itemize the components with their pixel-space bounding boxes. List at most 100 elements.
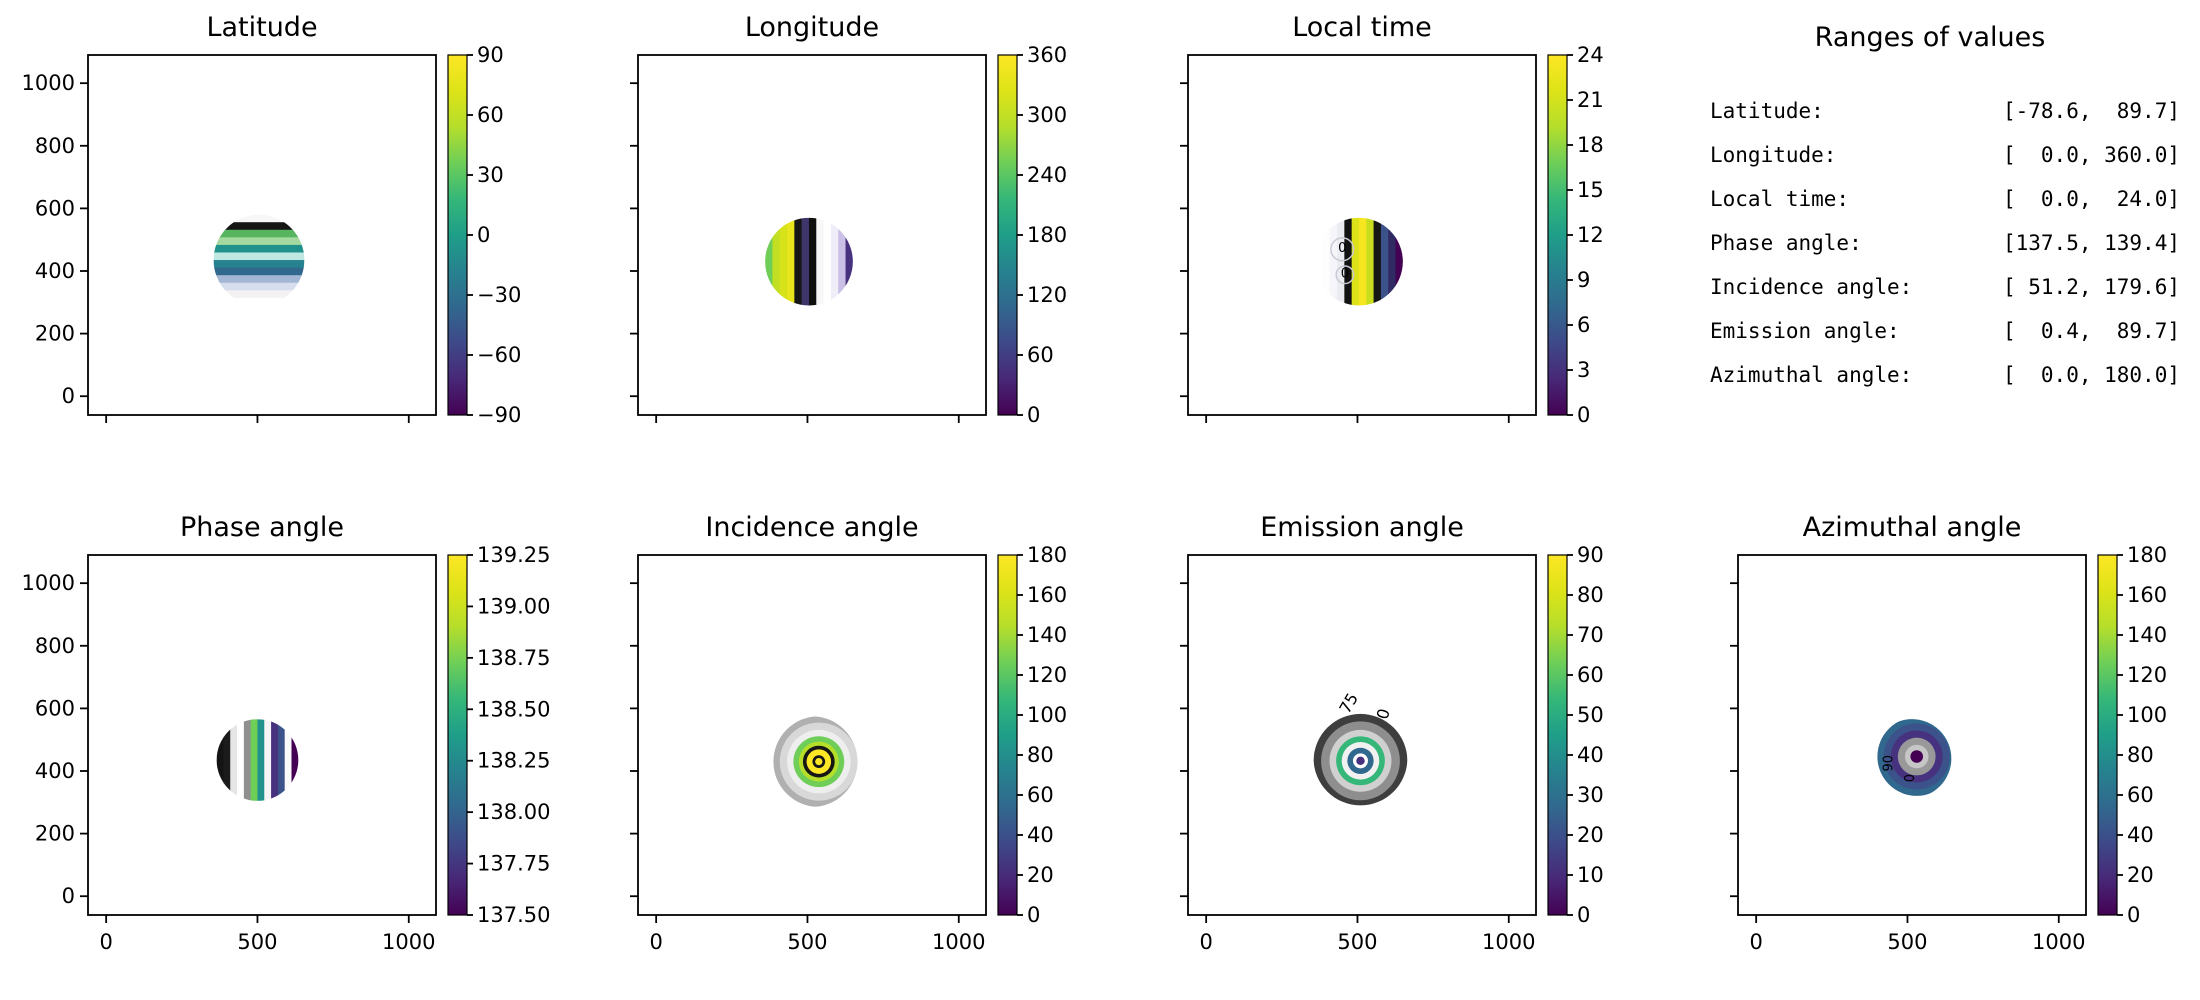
colorbar-tick-label: 120 bbox=[2127, 663, 2167, 687]
planet-disk bbox=[773, 716, 858, 808]
y-tick-label: 1000 bbox=[22, 571, 75, 595]
colorbar-tick-label: 40 bbox=[1027, 823, 1054, 847]
colorbar-tick-label: 21 bbox=[1577, 88, 1604, 112]
x-tick-label: 0 bbox=[99, 930, 112, 954]
colorbar-tick-label: 137.50 bbox=[477, 903, 550, 927]
colorbar-tick-label: 80 bbox=[1027, 743, 1054, 767]
colorbar-tick-label: 300 bbox=[1027, 103, 1067, 127]
colorbar-tick-label: 140 bbox=[2127, 623, 2167, 647]
y-tick-label: 0 bbox=[62, 384, 75, 408]
planet-disk bbox=[1877, 719, 1952, 796]
panel-azimuthal-angle: Azimuthal angle 90 0 0 500 1000 180 160 140 120 10… bbox=[1650, 500, 2200, 1000]
panel-ranges: Ranges of values Latitude: [-78.6, 89.7] L… bbox=[1650, 0, 2200, 500]
colorbar bbox=[2097, 554, 2118, 916]
colorbar-tick-label: 90 bbox=[477, 43, 504, 67]
subplot-title: Incidence angle bbox=[705, 512, 918, 543]
planet-disk bbox=[213, 214, 305, 306]
panel-local-time: Local time 0 0 24 21 18 15 12 9 6 3 0 bbox=[1100, 0, 1650, 500]
colorbar-tick-label: 0 bbox=[1027, 403, 1040, 427]
colorbar-tick-label: 60 bbox=[1027, 783, 1054, 807]
y-tick-label: 1000 bbox=[22, 71, 75, 95]
colorbar-tick-label: 70 bbox=[1577, 623, 1604, 647]
x-tick-label: 1000 bbox=[2032, 930, 2085, 954]
y-tick-label: 400 bbox=[35, 259, 75, 283]
y-tick-label: 800 bbox=[35, 134, 75, 158]
range-value: [137.5, 139.4] bbox=[2002, 231, 2180, 255]
colorbar-tick-label: 240 bbox=[1027, 163, 1067, 187]
range-value: [ 51.2, 179.6] bbox=[2002, 275, 2180, 299]
colorbar-tick-label: 0 bbox=[2127, 903, 2140, 927]
contour-label: 75 bbox=[1335, 690, 1362, 717]
x-tick-label: 500 bbox=[1887, 930, 1927, 954]
colorbar-tick-label: 139.00 bbox=[477, 594, 550, 618]
colorbar-tick-label: 9 bbox=[1577, 268, 1590, 292]
y-tick-label: 400 bbox=[35, 759, 75, 783]
colorbar-tick-label: 15 bbox=[1577, 178, 1604, 202]
planet-disk bbox=[1313, 713, 1408, 806]
range-label: Emission angle: bbox=[1710, 319, 1900, 343]
subplot-title: Longitude bbox=[745, 12, 879, 43]
colorbar-tick-label: 60 bbox=[1577, 663, 1604, 687]
colorbar-tick-label: 30 bbox=[1577, 783, 1604, 807]
colorbar-tick-label: 60 bbox=[2127, 783, 2154, 807]
colorbar-tick-label: 160 bbox=[2127, 583, 2167, 607]
range-label: Phase angle: bbox=[1710, 231, 1862, 255]
colorbar-tick-label: 24 bbox=[1577, 43, 1604, 67]
subplot-emission-angle: Emission angle 75 0 0 500 1000 90 80 70 60 50 40 30 2… bbox=[1180, 512, 1604, 954]
range-value: [ 0.4, 89.7] bbox=[2002, 319, 2180, 343]
colorbar-tick-label: 80 bbox=[2127, 743, 2154, 767]
x-tick-label: 500 bbox=[237, 930, 277, 954]
range-label: Azimuthal angle: bbox=[1710, 363, 1913, 387]
axes-frame bbox=[1187, 54, 1537, 416]
range-value: [ 0.0, 180.0] bbox=[2002, 363, 2180, 387]
y-tick-label: 200 bbox=[35, 322, 75, 346]
range-label: Latitude: bbox=[1710, 99, 1824, 123]
range-row: Azimuthal angle: [ 0.0, 180.0] bbox=[1710, 353, 2180, 397]
ranges-rows: Latitude: [-78.6, 89.7] Longitude: [ 0.0, 3… bbox=[1650, 89, 2200, 397]
y-tick-label: 600 bbox=[35, 696, 75, 720]
colorbar-tick-label: 180 bbox=[1027, 223, 1067, 247]
subplot-title: Azimuthal angle bbox=[1803, 512, 2022, 543]
colorbar-tick-label: 60 bbox=[477, 103, 504, 127]
colorbar-tick-label: 0 bbox=[1577, 403, 1590, 427]
colorbar-tick-label: 100 bbox=[1027, 703, 1067, 727]
x-tick-label: 1000 bbox=[932, 930, 985, 954]
colorbar-tick-label: 12 bbox=[1577, 223, 1604, 247]
axes-frame bbox=[1187, 554, 1537, 916]
range-row: Incidence angle: [ 51.2, 179.6] bbox=[1710, 265, 2180, 309]
colorbar-tick-label: 120 bbox=[1027, 663, 1067, 687]
subplot-title: Latitude bbox=[206, 12, 317, 43]
range-row: Longitude: [ 0.0, 360.0] bbox=[1710, 133, 2180, 177]
x-tick-label: 0 bbox=[649, 930, 662, 954]
colorbar bbox=[447, 554, 468, 916]
range-row: Local time: [ 0.0, 24.0] bbox=[1710, 177, 2180, 221]
range-row: Latitude: [-78.6, 89.7] bbox=[1710, 89, 2180, 133]
range-label: Longitude: bbox=[1710, 143, 1837, 167]
range-label: Incidence angle: bbox=[1710, 275, 1913, 299]
panel-phase-angle: Phase angle 0 500 1000 0 200 400 600 800 1000 139.… bbox=[0, 500, 550, 1000]
colorbar-tick-label: 60 bbox=[1027, 343, 1054, 367]
panel-longitude: Longitude 360 300 240 180 120 60 0 bbox=[550, 0, 1100, 500]
subplot-phase-angle: Phase angle 0 500 1000 0 200 400 600 800 1000 139.… bbox=[22, 512, 550, 954]
planet-disk bbox=[1315, 217, 1403, 306]
colorbar-tick-label: 0 bbox=[477, 223, 490, 247]
colorbar bbox=[997, 54, 1018, 416]
axes-frame bbox=[1737, 554, 2087, 916]
colorbar-tick-label: 180 bbox=[1027, 543, 1067, 567]
x-tick-label: 0 bbox=[1199, 930, 1212, 954]
colorbar-tick-label: 138.50 bbox=[477, 697, 550, 721]
colorbar-tick-label: 6 bbox=[1577, 313, 1590, 337]
colorbar-tick-label: 160 bbox=[1027, 583, 1067, 607]
subplot-title: Emission angle bbox=[1260, 512, 1464, 543]
colorbar bbox=[447, 54, 468, 416]
subplot-title: Phase angle bbox=[180, 512, 344, 543]
axes-frame bbox=[637, 54, 987, 416]
y-tick-label: 200 bbox=[35, 822, 75, 846]
colorbar-tick-label: 140 bbox=[1027, 623, 1067, 647]
axes-frame bbox=[87, 54, 437, 416]
colorbar bbox=[1547, 554, 1568, 916]
subplot-latitude: Latitude 0 200 400 600 800 1000 90 60 30 0 −30 −60 −9… bbox=[22, 12, 522, 427]
colorbar bbox=[997, 554, 1018, 916]
colorbar-tick-label: 138.00 bbox=[477, 800, 550, 824]
